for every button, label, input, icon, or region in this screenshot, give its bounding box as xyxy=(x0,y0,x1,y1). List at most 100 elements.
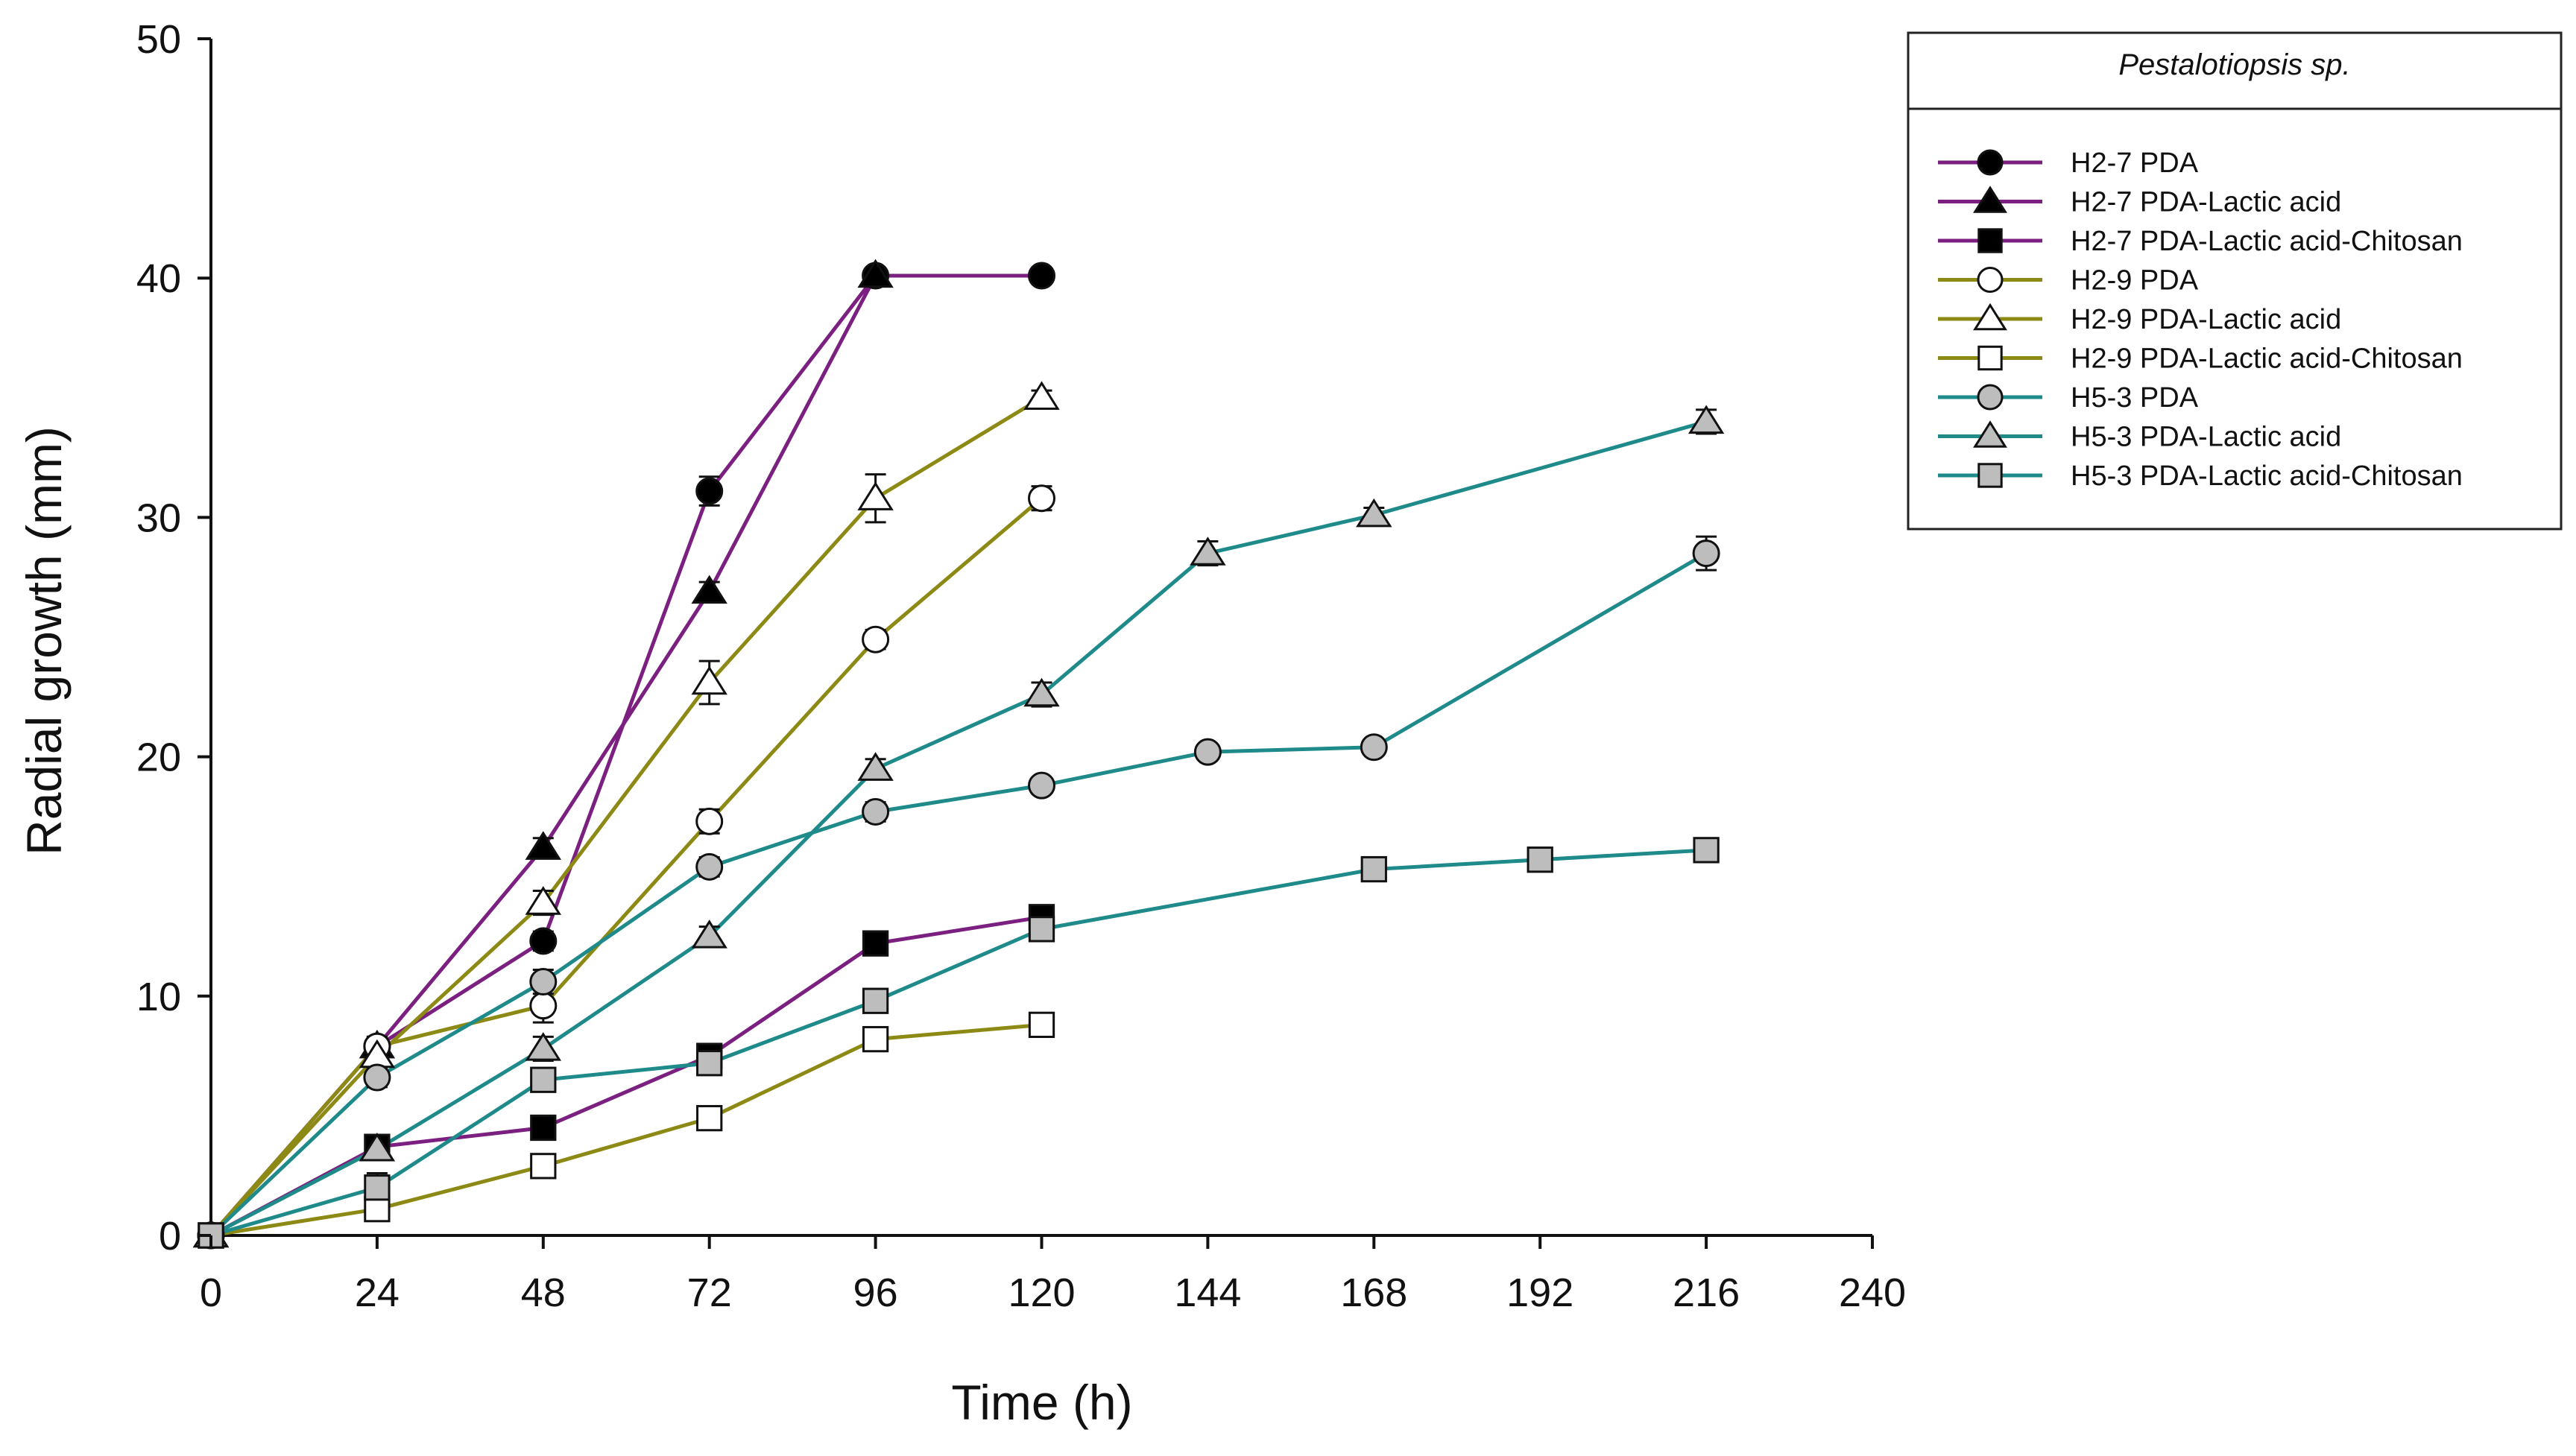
data-point xyxy=(1693,837,1720,864)
x-tick-label: 96 xyxy=(853,1270,898,1315)
data-point xyxy=(1028,1011,1055,1038)
legend: Pestalotiopsis sp. H2-7 PDA H2-7 PDA-Lact… xyxy=(1907,31,2563,531)
data-markers xyxy=(192,259,1725,1250)
legend-label: H2-9 PDA xyxy=(2071,265,2199,297)
data-point xyxy=(696,1050,723,1077)
data-point xyxy=(691,665,727,695)
legend-label: H2-7 PDA-Lactic acid xyxy=(2071,187,2341,218)
data-point xyxy=(1527,846,1553,873)
data-point xyxy=(857,752,894,781)
legend-label: H2-7 PDA xyxy=(2071,148,2199,179)
series-line-4 xyxy=(209,496,1044,1237)
x-tick-label: 0 xyxy=(200,1270,222,1315)
data-point xyxy=(529,968,558,996)
legend-entry: H2-7 PDA-Lactic acid xyxy=(1938,186,2341,218)
data-point xyxy=(1023,677,1060,707)
data-point xyxy=(1356,498,1392,528)
legend-entry: H2-9 PDA xyxy=(1938,265,2199,297)
legend-entry: H2-7 PDA-Lactic acid-Chitosan xyxy=(1938,226,2463,257)
data-point xyxy=(364,1196,391,1223)
legend-entry: H5-3 PDA-Lactic acid-Chitosan xyxy=(1938,460,2463,492)
legend-entry: H2-7 PDA xyxy=(1938,148,2199,179)
legend-marker xyxy=(1973,303,2007,331)
data-point xyxy=(1360,855,1387,883)
data-point xyxy=(530,1153,557,1180)
series-line-5 xyxy=(209,396,1043,1237)
legend-marker xyxy=(1977,384,2004,411)
data-point xyxy=(862,1025,889,1053)
data-point xyxy=(525,1032,562,1061)
legend-marker xyxy=(1977,345,2003,371)
plot-area xyxy=(209,39,1872,1237)
legend-label: H5-3 PDA-Lactic acid xyxy=(2071,422,2341,453)
legend-entry: H2-9 PDA-Lactic acid xyxy=(1938,303,2341,335)
y-tick-label: 20 xyxy=(136,735,181,780)
series-line-7 xyxy=(209,551,1708,1237)
data-point xyxy=(1023,381,1060,410)
data-point xyxy=(862,930,889,957)
y-tick-label: 30 xyxy=(136,496,181,540)
data-point xyxy=(530,1114,557,1142)
x-tick-label: 24 xyxy=(355,1270,400,1315)
data-point xyxy=(364,1174,391,1201)
series-line-8 xyxy=(209,420,1707,1238)
x-tick-label: 192 xyxy=(1506,1270,1573,1315)
data-point xyxy=(525,886,562,915)
data-point xyxy=(525,831,562,860)
y-tick-label: 50 xyxy=(136,17,181,62)
legend-title: Pestalotiopsis sp. xyxy=(2118,48,2350,81)
x-tick-label: 72 xyxy=(687,1270,732,1315)
data-point xyxy=(529,927,558,955)
data-point xyxy=(691,575,727,604)
data-point xyxy=(862,987,889,1014)
data-point xyxy=(695,477,724,505)
x-tick-label: 144 xyxy=(1174,1270,1241,1315)
legend-entry: H5-3 PDA xyxy=(1938,382,2199,414)
x-tick-label: 120 xyxy=(1008,1270,1075,1315)
legend-label: H2-9 PDA-Lactic acid-Chitosan xyxy=(2071,344,2463,375)
legend-label: H2-9 PDA-Lactic acid xyxy=(2071,304,2341,335)
data-point xyxy=(696,1104,723,1132)
data-point xyxy=(1028,916,1055,943)
legend-entry: H5-3 PDA-Lactic acid xyxy=(1938,420,2341,453)
x-tick-label: 168 xyxy=(1340,1270,1407,1315)
axis-ticks: 0 24 48 72 96 120 144 168 192 216 240 0 10 20 30 40 50 xyxy=(136,17,1906,1315)
legend-label: H2-7 PDA-Lactic acid-Chitosan xyxy=(2071,226,2463,257)
series-line-3 xyxy=(209,915,1042,1238)
legend-marker xyxy=(1977,267,2004,293)
x-tick-label: 48 xyxy=(521,1270,566,1315)
data-point xyxy=(695,807,724,835)
data-point xyxy=(1193,738,1222,766)
series-lines xyxy=(209,273,1708,1238)
series-line-6 xyxy=(210,1022,1042,1238)
legend-marker xyxy=(1977,228,2003,253)
x-tick-label: 240 xyxy=(1839,1270,1906,1315)
data-point xyxy=(1028,262,1055,290)
legend-marker xyxy=(1977,149,2004,176)
data-point xyxy=(1360,733,1388,762)
legend-entry: H2-9 PDA-Lactic acid-Chitosan xyxy=(1938,344,2463,375)
data-point xyxy=(529,992,558,1020)
data-point xyxy=(857,259,894,288)
data-point xyxy=(857,481,894,510)
legend-entries: H2-7 PDA H2-7 PDA-Lactic acid H2-7 PDA-Lac… xyxy=(1938,148,2463,492)
legend-marker xyxy=(1977,463,2003,488)
x-axis-title: Time (h) xyxy=(951,1375,1132,1430)
data-point xyxy=(862,797,890,826)
data-point xyxy=(1692,539,1720,568)
data-point xyxy=(695,852,724,881)
y-axis-title: Radial growth (mm) xyxy=(16,426,72,855)
legend-label: H5-3 PDA-Lactic acid-Chitosan xyxy=(2071,460,2463,492)
data-point xyxy=(359,1132,396,1162)
x-tick-label: 216 xyxy=(1673,1270,1740,1315)
data-point xyxy=(1190,536,1226,566)
data-point xyxy=(691,920,727,949)
error-bars xyxy=(366,267,1717,1218)
legend-marker xyxy=(1973,420,2007,448)
data-point xyxy=(1028,771,1055,800)
data-point xyxy=(530,1066,557,1093)
data-point xyxy=(1028,484,1055,513)
y-tick-label: 0 xyxy=(159,1214,181,1259)
legend-marker xyxy=(1973,186,2007,213)
